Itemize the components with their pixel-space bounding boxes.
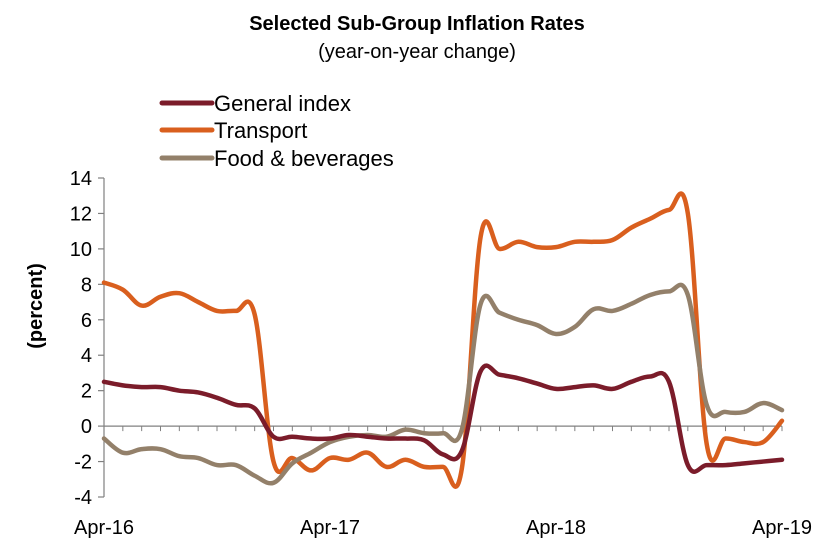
legend-label-general-index: General index: [214, 91, 351, 116]
legend-label-transport: Transport: [214, 118, 307, 143]
series-line-general-index: [101, 363, 785, 474]
y-tick-label: 8: [81, 274, 92, 296]
x-tick-label: Apr-18: [526, 517, 586, 539]
chart-title: Selected Sub-Group Inflation Rates: [249, 13, 585, 35]
y-tick-label: -2: [74, 452, 92, 474]
chart-subtitle: (year-on-year change): [318, 41, 516, 63]
y-tick-label: 10: [70, 239, 92, 261]
y-tick-label: 2: [81, 381, 92, 403]
series-line-food-beverages: [101, 282, 785, 486]
series-line-transport: [101, 191, 785, 489]
y-tick-label: 12: [70, 203, 92, 225]
x-tick-label: Apr-16: [74, 517, 134, 539]
series-lines: [101, 191, 785, 489]
y-tick-label: 14: [70, 168, 92, 190]
y-tick-label: 6: [81, 310, 92, 332]
x-tick-label: Apr-19: [752, 517, 812, 539]
legend-label-food-beverages: Food & beverages: [214, 146, 394, 171]
y-tick-label: 0: [81, 416, 92, 438]
x-tick-label: Apr-17: [300, 517, 360, 539]
y-tick-label: -4: [74, 487, 92, 509]
axes: -4 -2 0 2 4 6 8 10 12 14 Apr-16 Apr-17 Apr-18 Apr-19: [70, 168, 812, 539]
y-axis-label: (percent): [25, 263, 47, 349]
y-tick-label: 4: [81, 345, 92, 367]
